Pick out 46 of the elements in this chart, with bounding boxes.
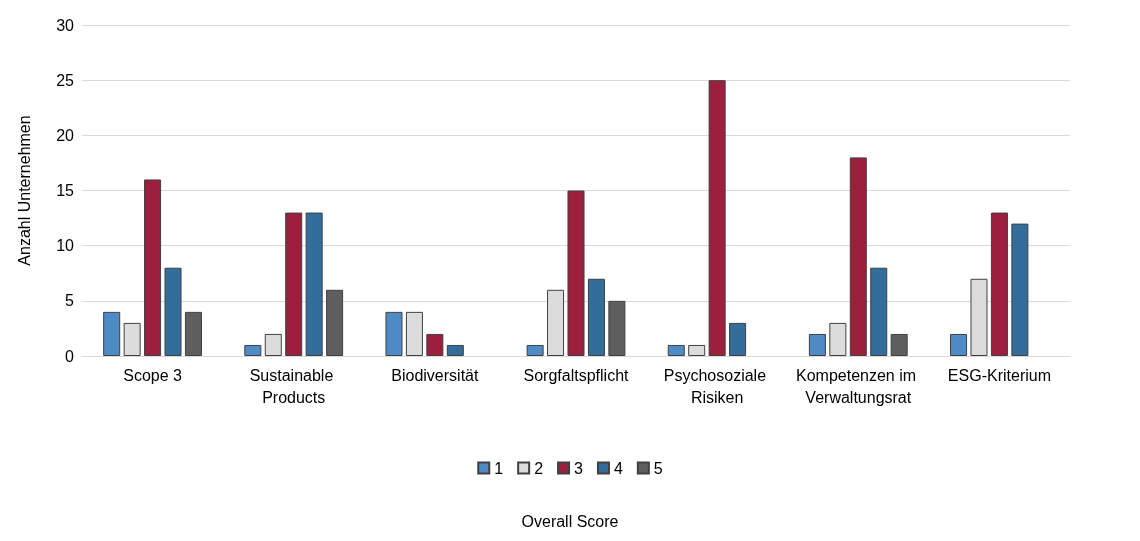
bar (990, 212, 1008, 356)
y-tick-label: 5 (65, 292, 75, 310)
bar (849, 157, 867, 356)
x-tick-label: Biodiversität (391, 366, 479, 384)
legend-label: 3 (574, 459, 584, 477)
legend-label: 1 (494, 459, 504, 477)
bar (285, 212, 303, 356)
x-tick-label: ESG-Kriterium (947, 366, 1051, 384)
y-axis-title: Anzahl Unternehmen (15, 115, 33, 266)
y-tick-label: 0 (65, 347, 75, 365)
bar (385, 311, 403, 356)
bar (808, 333, 826, 356)
bar (567, 190, 585, 356)
bar (184, 311, 202, 356)
legend-title: Overall Score (521, 512, 619, 530)
bar (1011, 223, 1029, 356)
bar (103, 311, 121, 356)
x-tick-label: Sorgfaltspflicht (523, 366, 630, 384)
bar (587, 278, 605, 356)
bar (144, 179, 162, 356)
x-tick-label: Psychosoziale Risiken (663, 366, 771, 406)
bar (708, 80, 726, 356)
y-tick-label: 25 (56, 71, 75, 89)
y-tick-label: 20 (56, 126, 75, 144)
y-tick-label: 10 (56, 237, 75, 255)
legend-label: 4 (613, 459, 623, 477)
bar (244, 344, 262, 356)
bar (667, 344, 685, 356)
bar (890, 333, 908, 356)
bar (305, 212, 323, 356)
bar (326, 289, 344, 356)
bar (608, 300, 626, 356)
y-tick-label: 30 (56, 16, 75, 34)
bar (164, 267, 182, 356)
bar (426, 333, 444, 356)
bar (729, 322, 747, 356)
x-tick-label: Sustainable Products (249, 366, 338, 406)
bar (446, 344, 464, 356)
bar (526, 344, 544, 356)
bar (950, 333, 968, 356)
x-tick-label: Scope 3 (123, 366, 183, 384)
legend-label: 2 (534, 459, 544, 477)
x-tick-label: Kompetenzen im Verwaltungsrat (796, 366, 921, 406)
legend-label: 5 (653, 459, 663, 477)
bar (870, 267, 888, 356)
y-tick-label: 15 (56, 182, 75, 199)
